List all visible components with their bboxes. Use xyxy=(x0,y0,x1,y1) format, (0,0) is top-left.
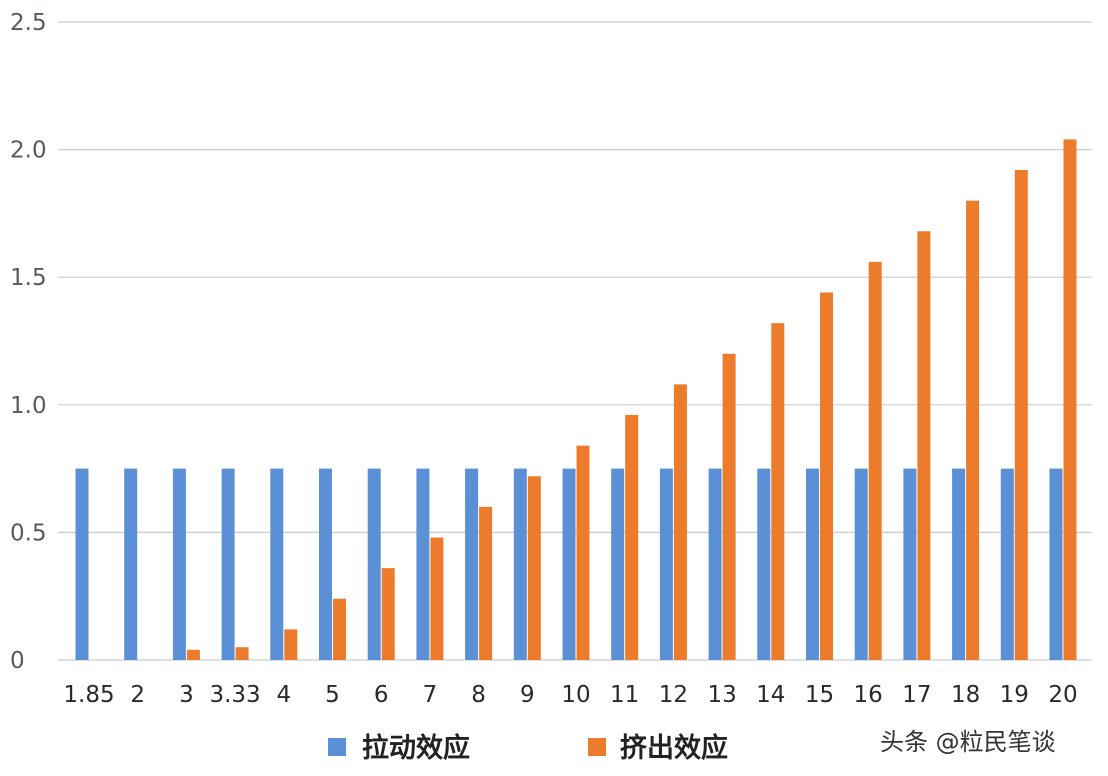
bar-series-1-2 xyxy=(124,468,138,660)
x-tick-label: 17 xyxy=(902,682,931,708)
bar-series-2-18 xyxy=(966,200,980,660)
bar-series-2-20 xyxy=(1063,139,1077,661)
bar-series-1-14 xyxy=(757,468,771,660)
legend-label-series-2: 挤出效应 xyxy=(620,732,728,764)
bar-series-1-11 xyxy=(611,468,625,660)
x-tick-label: 2 xyxy=(130,682,145,708)
bar-series-1-1.85 xyxy=(75,468,89,660)
bar-series-1-15 xyxy=(806,468,819,660)
bar-series-1-12 xyxy=(659,468,673,660)
bar-series-1-17 xyxy=(903,468,917,660)
bar-series-1-10 xyxy=(562,468,576,660)
legend: 拉动效应 挤出效应 xyxy=(328,732,728,764)
bar-series-2-13 xyxy=(722,353,736,660)
bar-series-2-6 xyxy=(381,568,395,660)
y-tick-label: 1.0 xyxy=(10,393,47,419)
x-tick-label: 4 xyxy=(276,682,291,708)
bar-series-1-18 xyxy=(952,468,966,660)
x-tick-label: 20 xyxy=(1048,682,1077,708)
bar-series-1-13 xyxy=(708,468,722,660)
bar-series-1-4 xyxy=(270,468,284,660)
x-tick-label: 7 xyxy=(423,682,438,708)
bar-series-1-6 xyxy=(367,468,381,660)
x-tick-label: 18 xyxy=(951,682,980,708)
bar-series-1-7 xyxy=(416,468,430,660)
y-tick-label: 2.5 xyxy=(10,10,47,36)
y-tick-label: 0.5 xyxy=(10,520,47,546)
bar-series-1-16 xyxy=(854,468,868,660)
bar-series-2-16 xyxy=(868,261,882,660)
bar-series-2-3.33 xyxy=(235,647,249,660)
y-tick-label: 1.5 xyxy=(10,265,47,291)
x-tick-label: 5 xyxy=(325,682,340,708)
bar-series-1-19 xyxy=(1000,468,1014,660)
bar-series-1-3.33 xyxy=(221,468,235,660)
legend-label-series-1: 拉动效应 xyxy=(362,732,470,764)
x-tick-label: 13 xyxy=(707,682,736,708)
x-tick-label: 10 xyxy=(561,682,590,708)
bars xyxy=(75,139,1077,661)
x-tick-label: 16 xyxy=(854,682,883,708)
x-tick-label: 3 xyxy=(179,682,194,708)
x-tick-label: 11 xyxy=(610,682,639,708)
x-axis-ticks: 1.85 2 3 3.33 4 5 6 7 8 9 10 11 12 13 14 15 16 17 18 19 20 xyxy=(63,682,1077,708)
bar-series-2-14 xyxy=(771,323,785,660)
bar-series-2-4 xyxy=(284,629,298,660)
x-tick-label: 8 xyxy=(471,682,486,708)
bar-series-2-11 xyxy=(625,415,639,660)
x-tick-label: 12 xyxy=(659,682,688,708)
legend-swatch-series-2 xyxy=(588,738,606,756)
x-tick-label: 3.33 xyxy=(209,682,260,708)
bar-series-1-5 xyxy=(319,468,332,660)
bar-series-2-7 xyxy=(430,537,444,660)
legend-swatch-series-1 xyxy=(328,738,346,756)
x-tick-label: 14 xyxy=(756,682,785,708)
bar-series-2-19 xyxy=(1014,170,1028,661)
bar-series-2-3 xyxy=(186,649,200,660)
bar-series-2-5 xyxy=(333,598,346,660)
x-tick-label: 9 xyxy=(520,682,535,708)
bar-series-2-9 xyxy=(527,476,541,660)
y-tick-label: 2.0 xyxy=(10,138,47,164)
bar-series-2-17 xyxy=(917,231,931,660)
x-tick-label: 19 xyxy=(1000,682,1029,708)
watermark-text: 头条 @粒民笔谈 xyxy=(880,728,1056,756)
bar-series-2-8 xyxy=(479,506,493,660)
bar-series-2-10 xyxy=(576,445,590,660)
y-tick-label: 0 xyxy=(10,648,25,674)
bar-series-1-20 xyxy=(1049,468,1063,660)
x-tick-label: 6 xyxy=(374,682,389,708)
bar-series-1-9 xyxy=(513,468,527,660)
bar-series-2-15 xyxy=(820,292,833,660)
bar-series-1-8 xyxy=(465,468,479,660)
x-tick-label: 1.85 xyxy=(63,682,114,708)
y-axis-ticks: 0 0.5 1.0 1.5 2.0 2.5 xyxy=(10,10,47,674)
bar-series-1-3 xyxy=(172,468,186,660)
x-tick-label: 15 xyxy=(805,682,834,708)
bar-series-2-12 xyxy=(673,384,687,660)
